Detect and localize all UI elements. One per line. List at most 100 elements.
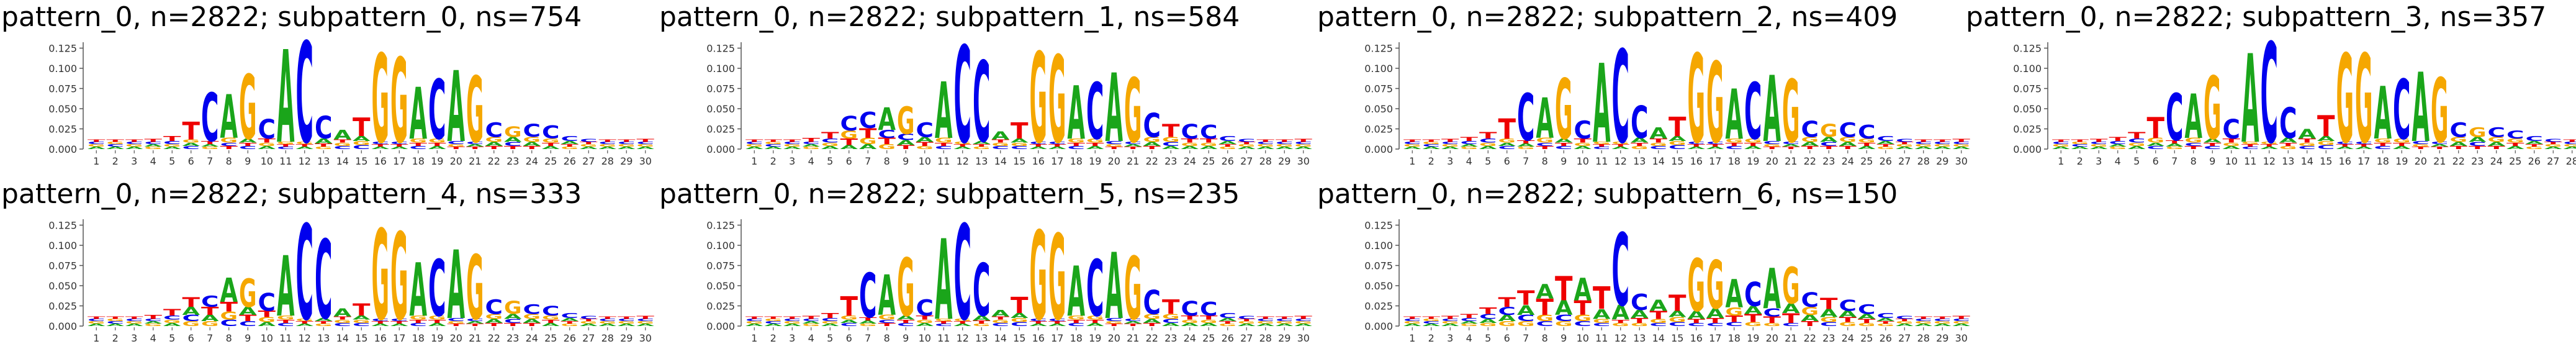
svg-text:C: C <box>1498 145 1516 150</box>
svg-text:T: T <box>1934 315 1952 319</box>
svg-text:G: G <box>2261 141 2279 145</box>
svg-text:G: G <box>1915 143 1933 147</box>
svg-text:C: C <box>992 322 1010 327</box>
svg-text:A: A <box>523 318 541 324</box>
svg-text:C: C <box>315 217 333 344</box>
logo-letter-A: A <box>466 320 484 324</box>
svg-text:C: C <box>580 315 598 320</box>
svg-text:G: G <box>745 143 763 147</box>
logo-letter-T: T <box>1068 319 1086 324</box>
svg-text:T: T <box>2166 139 2184 144</box>
svg-text:T: T <box>523 322 541 327</box>
x-tick-label: 15 <box>355 155 367 167</box>
logo-letter-G: G <box>2450 135 2468 143</box>
logo-letter-C: C <box>2412 140 2430 145</box>
logo-letter-A: A <box>897 139 915 147</box>
y-tick-label: 0.000 <box>706 320 735 332</box>
svg-text:C: C <box>1631 289 1649 315</box>
svg-text:C: C <box>390 141 408 145</box>
logo-letter-A: A <box>2431 143 2449 147</box>
logo-letter-T: T <box>2147 112 2165 145</box>
svg-text:T: T <box>163 135 181 142</box>
svg-text:A: A <box>580 323 598 327</box>
svg-text:T: T <box>428 319 446 324</box>
x-tick-label: 7 <box>1523 155 1529 167</box>
logo-letter-A: A <box>637 323 655 327</box>
svg-text:T: T <box>1461 313 1479 319</box>
svg-text:A: A <box>1479 145 1497 150</box>
logo-letter-T: T <box>1801 320 1819 327</box>
svg-text:C: C <box>1706 141 1724 145</box>
svg-text:T: T <box>2564 138 2576 142</box>
x-tick-label: 11 <box>279 155 292 167</box>
svg-text:T: T <box>1631 142 1649 147</box>
svg-text:C: C <box>1162 141 1180 147</box>
logo-letter-A: A <box>1801 313 1819 324</box>
logo-letter-G: G <box>1934 143 1952 147</box>
x-tick-label: 1 <box>1409 155 1415 167</box>
svg-text:A: A <box>296 146 314 150</box>
logo-letter-A: A <box>2147 142 2165 147</box>
logo-letter-A: A <box>1295 146 1313 150</box>
svg-text:A: A <box>1763 57 1781 163</box>
logo-letter-A: A <box>1612 146 1630 150</box>
svg-text:C: C <box>1276 318 1294 322</box>
logo-letter-C: C <box>1744 66 1762 157</box>
svg-text:T: T <box>2393 142 2411 147</box>
logo-letter-T: T <box>1574 296 1592 320</box>
logo-letter-C: C <box>1461 317 1479 322</box>
logo-letter-C: C <box>1650 145 1668 150</box>
svg-text:G: G <box>803 323 821 327</box>
svg-text:A: A <box>1441 146 1459 150</box>
svg-text:T: T <box>1839 145 1857 150</box>
svg-text:C: C <box>334 322 352 327</box>
svg-text:G: G <box>2109 146 2127 150</box>
logo-letter-A: A <box>2544 146 2562 150</box>
logo-letter-C: C <box>1479 137 1497 143</box>
svg-text:C: C <box>2185 142 2203 147</box>
x-tick-label: 21 <box>469 332 481 344</box>
svg-text:C: C <box>954 197 972 350</box>
svg-text:G: G <box>1498 320 1516 327</box>
x-tick-label: 21 <box>1785 332 1797 344</box>
svg-text:A: A <box>1555 137 1573 143</box>
svg-text:G: G <box>878 314 896 321</box>
svg-text:T: T <box>428 142 446 147</box>
svg-text:C: C <box>1423 320 1441 324</box>
logo-letter-G: G <box>1612 322 1630 327</box>
svg-text:C: C <box>1441 318 1459 322</box>
svg-text:T: T <box>1669 112 1687 142</box>
logo-letter-C: C <box>277 146 295 150</box>
logo-letter-C: C <box>1726 145 1744 150</box>
svg-text:A: A <box>1162 145 1180 150</box>
svg-text:T: T <box>2544 141 2562 145</box>
svg-text:A: A <box>1124 143 1142 147</box>
logo-letter-G: G <box>1631 145 1649 150</box>
logo-letter-A: A <box>878 101 896 137</box>
logo-letter-T: T <box>1801 145 1819 150</box>
logo-letter-T: T <box>618 315 636 319</box>
logo-letter-T: T <box>1423 138 1441 142</box>
logo-letter-C: C <box>1763 306 1781 319</box>
logo-letter-C: C <box>1953 141 1971 145</box>
svg-text:C: C <box>1688 322 1706 327</box>
svg-text:A: A <box>1726 75 1744 155</box>
logo-letter-T: T <box>2393 142 2411 147</box>
logo-letter-T: T <box>1517 286 1535 310</box>
x-tick-label: 14 <box>336 332 349 344</box>
logo-letter-C: C <box>163 140 181 145</box>
logo-letter-A: A <box>2261 146 2279 150</box>
logo-letter-A: A <box>1915 146 1933 150</box>
svg-text:C: C <box>897 322 915 327</box>
logo-letter-G: G <box>1441 320 1459 324</box>
svg-text:T: T <box>125 315 143 319</box>
logo-letter-T: T <box>1669 112 1687 142</box>
logo-letter-C: C <box>745 318 763 322</box>
x-tick-label: 13 <box>2282 155 2294 167</box>
svg-text:G: G <box>745 320 763 324</box>
svg-text:G: G <box>1896 320 1914 324</box>
logo-letter-G: G <box>466 58 484 163</box>
logo-letter-G: G <box>561 146 579 150</box>
svg-text:A: A <box>2241 29 2259 171</box>
svg-text:A: A <box>277 238 295 335</box>
